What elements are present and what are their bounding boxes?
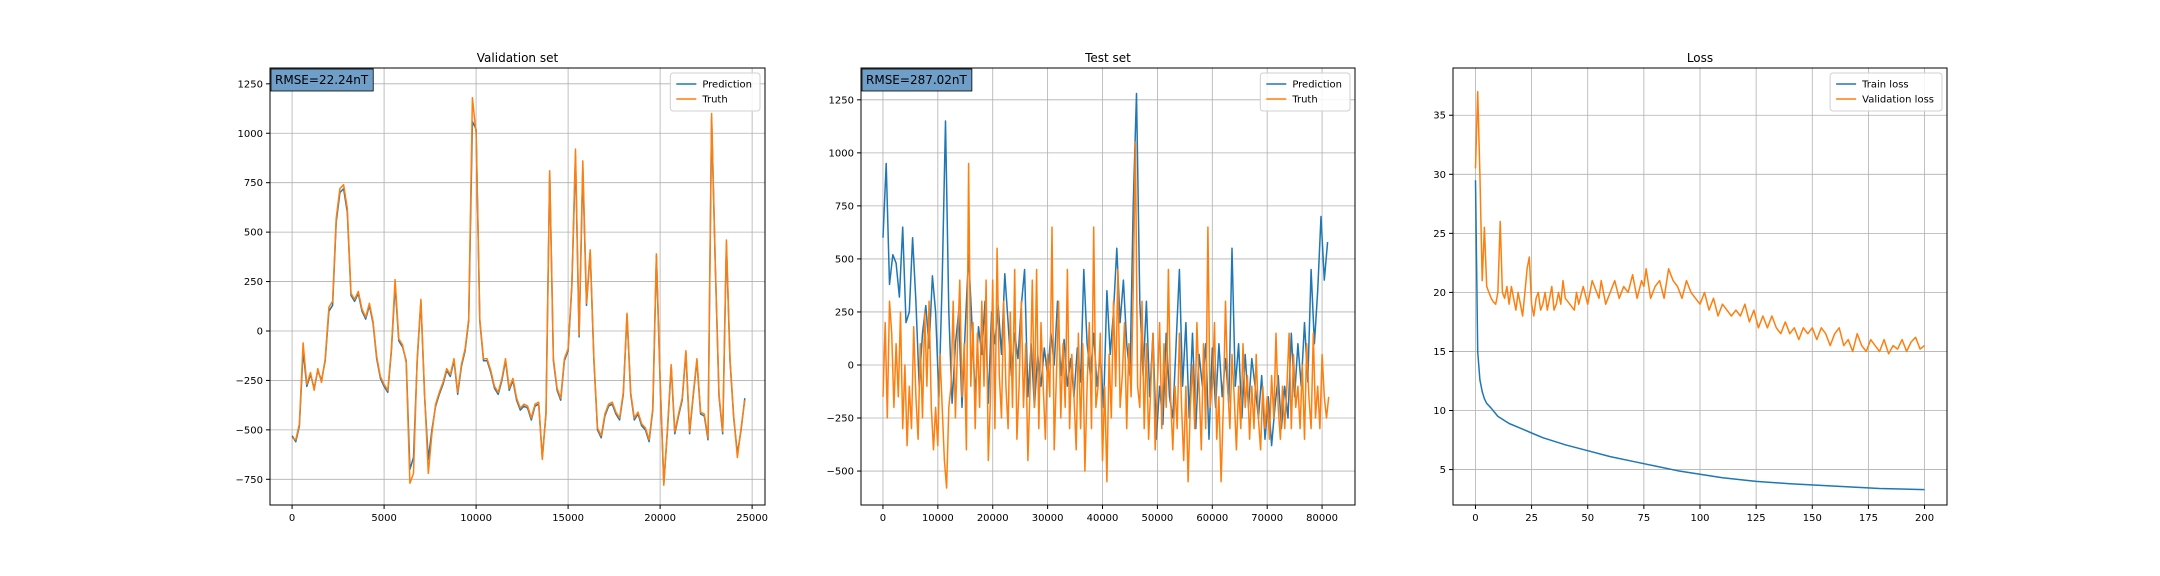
x-tick-label: 50 [1581, 513, 1594, 524]
legend-box [1259, 72, 1351, 112]
series-line-truth [882, 141, 1330, 489]
x-tick-label: 100 [1690, 513, 1709, 524]
x-tick-label: 200 [1915, 513, 1934, 524]
legend-box [669, 72, 761, 112]
x-tick-label: 5000 [371, 513, 396, 524]
x-tick-label: 70000 [1251, 513, 1283, 524]
rmse-annotation: RMSE=287.02nT [861, 68, 973, 92]
y-tick-label: −500 [236, 425, 263, 436]
series-line-validation-loss [1474, 90, 1925, 355]
x-tick-label: 125 [1747, 513, 1766, 524]
x-tick-label: 175 [1859, 513, 1878, 524]
y-tick-label: 0 [257, 326, 263, 337]
legend-label: Truth [701, 95, 727, 106]
y-tick-label: 10 [1433, 406, 1446, 417]
y-tick-label: 250 [244, 277, 263, 288]
rmse-box [270, 68, 374, 92]
y-tick-label: −750 [236, 475, 263, 486]
y-tick-label: 1250 [238, 79, 263, 90]
y-tick-label: 20 [1433, 288, 1446, 299]
y-tick-label: −250 [827, 414, 854, 425]
x-tick-label: 20000 [644, 513, 676, 524]
chart-title: Test set [1084, 51, 1131, 65]
y-tick-label: 30 [1433, 170, 1446, 181]
x-tick-label: 25 [1525, 513, 1538, 524]
x-tick-label: 150 [1803, 513, 1822, 524]
chart-panel-3: 0 25 50 75 100 125 150 175 200 5 10 15 20 25 30 35 Loss T… [1433, 51, 1948, 524]
series-line-prediction [882, 92, 1329, 447]
chart-panel-2: 0 10000 20000 30000 40000 50000 60000 70000 8000… [827, 51, 1356, 524]
y-tick-label: 750 [244, 178, 263, 189]
x-tick-label: 30000 [1032, 513, 1064, 524]
rmse-text: RMSE=287.02nT [866, 73, 968, 87]
legend-label: Train loss [1861, 80, 1909, 91]
x-tick-label: 80000 [1306, 513, 1338, 524]
y-tick-label: 15 [1433, 347, 1446, 358]
chart-title: Loss [1687, 51, 1713, 65]
y-tick-label: 35 [1433, 111, 1446, 122]
y-tick-label: 250 [835, 307, 854, 318]
x-tick-label: 40000 [1087, 513, 1119, 524]
y-tick-label: 25 [1433, 229, 1446, 240]
y-tick-label: 5 [1440, 465, 1446, 476]
y-tick-label: 1250 [829, 95, 854, 106]
y-tick-label: 0 [848, 360, 854, 371]
legend-label: Truth [1291, 95, 1317, 106]
x-tick-label: 50000 [1141, 513, 1173, 524]
legend-label: Prediction [1292, 80, 1342, 91]
legend-box [1829, 72, 1943, 112]
y-tick-label: −250 [236, 376, 263, 387]
x-tick-label: 10000 [922, 513, 954, 524]
chart-panel-1: 0 5000 10000 15000 20000 25000 −750 −500 −250 0 25… [236, 51, 768, 524]
rmse-box [861, 68, 973, 92]
x-tick-label: 0 [1472, 513, 1478, 524]
x-tick-label: 60000 [1196, 513, 1228, 524]
y-tick-label: −500 [827, 467, 854, 478]
legend-label: Validation loss [1862, 95, 1934, 106]
x-tick-label: 15000 [552, 513, 584, 524]
rmse-annotation: RMSE=22.24nT [270, 68, 374, 92]
chart-title: Validation set [477, 51, 559, 65]
y-tick-label: 750 [835, 201, 854, 212]
x-tick-label: 25000 [736, 513, 768, 524]
x-tick-label: 75 [1637, 513, 1650, 524]
x-tick-label: 10000 [460, 513, 492, 524]
y-tick-label: 1000 [829, 148, 854, 159]
rmse-text: RMSE=22.24nT [275, 73, 369, 87]
axes-frame [269, 67, 766, 506]
legend: Prediction Truth [1259, 72, 1351, 112]
y-tick-label: 500 [835, 254, 854, 265]
y-tick-label: 1000 [238, 129, 263, 140]
legend: Prediction Truth [669, 72, 761, 112]
axes-frame [860, 67, 1356, 506]
x-tick-label: 20000 [977, 513, 1009, 524]
legend-label: Prediction [702, 80, 752, 91]
series-line-train-loss [1474, 180, 1925, 491]
x-tick-label: 0 [289, 513, 295, 524]
y-tick-label: 500 [244, 228, 263, 239]
series-line-truth [291, 96, 746, 486]
x-tick-label: 0 [880, 513, 886, 524]
legend: Train loss Validation loss [1829, 72, 1943, 112]
